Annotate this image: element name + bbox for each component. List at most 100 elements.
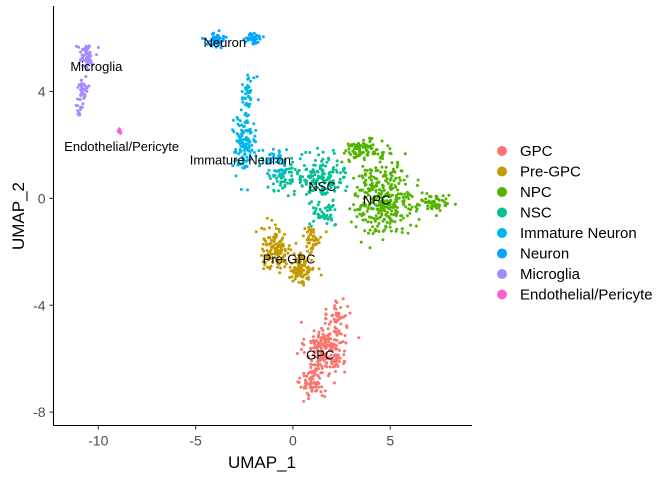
data-point	[264, 239, 267, 243]
series-pre-gpc	[254, 216, 328, 287]
data-point	[408, 203, 411, 207]
data-point	[278, 158, 282, 162]
data-point	[87, 53, 91, 57]
data-point	[77, 83, 81, 87]
data-point	[240, 123, 244, 127]
data-point	[363, 229, 367, 233]
data-point	[352, 142, 356, 146]
data-point	[395, 165, 399, 169]
data-point	[246, 95, 250, 99]
data-point	[316, 374, 320, 377]
legend-label: Neuron	[520, 246, 569, 263]
data-point	[322, 212, 325, 216]
data-point	[325, 187, 329, 191]
data-point	[252, 122, 256, 126]
data-point	[82, 96, 86, 100]
data-point	[338, 349, 341, 352]
data-point	[244, 164, 248, 168]
data-point	[85, 90, 89, 93]
data-point	[361, 211, 365, 215]
data-point	[333, 326, 337, 330]
data-point	[342, 175, 346, 179]
data-point	[410, 205, 414, 209]
data-point	[266, 185, 270, 189]
data-point	[325, 222, 329, 225]
data-point	[377, 199, 381, 203]
data-point	[382, 195, 386, 198]
data-point	[347, 151, 351, 154]
data-point	[318, 344, 322, 348]
data-point	[321, 332, 325, 336]
data-point	[443, 203, 447, 207]
data-point	[305, 374, 309, 378]
data-point	[335, 356, 339, 360]
data-point	[386, 192, 390, 196]
x-ticks: -10 -5 0 5	[88, 425, 394, 449]
data-point	[406, 191, 410, 195]
data-point	[310, 359, 314, 363]
data-point	[296, 172, 299, 176]
data-point	[247, 144, 251, 148]
data-point	[295, 352, 299, 355]
data-point	[416, 178, 420, 182]
legend-key	[497, 166, 507, 177]
data-point	[372, 175, 376, 179]
data-point	[255, 75, 259, 79]
data-point	[405, 174, 409, 178]
data-point	[337, 311, 341, 315]
data-point	[79, 94, 83, 97]
data-point	[117, 127, 121, 131]
data-point	[335, 362, 339, 366]
data-point	[300, 279, 304, 283]
data-point	[299, 274, 303, 278]
data-point	[309, 232, 312, 236]
data-point	[339, 322, 343, 326]
data-point	[317, 341, 321, 345]
data-point	[370, 146, 374, 150]
data-point	[425, 192, 429, 195]
data-point	[363, 190, 367, 194]
data-point	[407, 207, 411, 211]
data-point	[387, 207, 391, 211]
data-point	[377, 222, 381, 225]
data-point	[381, 183, 384, 187]
series-gpc	[295, 297, 361, 403]
data-point	[402, 178, 406, 182]
data-point	[261, 148, 265, 152]
data-point	[305, 245, 309, 248]
data-point	[314, 385, 318, 389]
data-point	[273, 173, 277, 177]
data-point	[362, 204, 366, 208]
data-point	[387, 216, 391, 219]
data-point	[317, 385, 321, 389]
data-point	[305, 276, 309, 280]
data-point	[354, 143, 358, 147]
data-point	[386, 144, 390, 148]
data-point	[79, 50, 83, 54]
data-point	[275, 176, 278, 180]
data-point	[281, 236, 285, 240]
data-point	[330, 205, 334, 209]
x-tick-label: 0	[289, 433, 297, 449]
data-point	[297, 169, 301, 172]
data-point	[305, 167, 309, 171]
data-point	[250, 38, 254, 42]
cluster-label: Immature Neuron	[190, 152, 291, 167]
data-point	[309, 366, 313, 369]
data-point	[308, 176, 312, 180]
data-point	[364, 218, 367, 222]
data-point	[290, 180, 294, 183]
data-point	[282, 260, 286, 264]
data-point	[364, 195, 368, 199]
data-point	[304, 150, 308, 154]
data-point	[302, 351, 306, 354]
data-point	[323, 389, 327, 393]
data-point	[267, 168, 271, 172]
data-point	[306, 237, 310, 241]
data-point	[371, 232, 375, 236]
data-point	[273, 248, 277, 252]
data-point	[290, 174, 294, 178]
data-point	[368, 246, 372, 250]
data-point	[408, 193, 412, 197]
data-point	[270, 260, 274, 264]
